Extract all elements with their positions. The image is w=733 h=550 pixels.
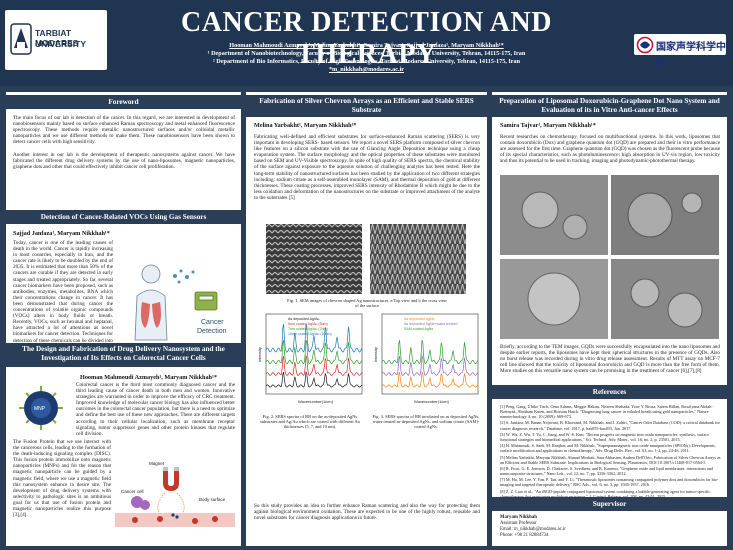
tem-images-figure [500,175,719,340]
figure-label-detection: Detection [197,328,227,335]
blood-vessel [115,513,235,527]
foreword-heading: Foreword [6,95,241,109]
poster-header: TARBIAT MODARES UNIVERSITY CANCER DETECT… [0,0,733,86]
references-list: [1] Peng, Gang, Ulrike Tisch, Orna Adams… [500,404,721,500]
y-axis-label: Intensity [373,347,378,362]
reference-item: [3] W. Wu, Z. Wu, T. Yu, C. Jiang, and W… [500,431,710,442]
drug-paragraph-1: Colorectal cancer is the third most comm… [76,382,235,437]
supervisor-name: Maryam Nikkhah [500,515,537,520]
author-block: Hooman Mahmoudi Azmayeh¹, Melina Yarbakh… [140,42,593,74]
university-logo: TARBIAT MODARES UNIVERSITY [5,10,107,70]
breath-molecules [173,269,195,284]
gas-sensor-device [194,291,218,311]
field-lines [157,492,185,514]
affiliation-1: ¹ Department of Nanobiotechnology, Facul… [207,50,526,57]
reference-item: [1] Peng, Gang, Ulrike Tisch, Orna Adams… [500,404,713,420]
foreword-paragraph-1: The main focus of our lab is detection o… [13,115,235,146]
logo-text-line2: UNIVERSITY [35,39,87,49]
sers-chart-fig3: As deposited AgNs As deposited AgNs+water… [370,310,482,410]
reference-item: [4] H. Mahmoudi, S. Saeb, M. Ranjbar, an… [500,443,716,454]
affiliation-2: ² Department of Bio Informatics, Faculty… [212,58,521,65]
x-axis-label: Wavenumber(1/cm) [298,399,334,404]
magnetic-targeting-figure: Magnet Cancer cell Body surface [115,457,235,537]
mnp-figure: MNP [13,382,73,434]
partner-logo-text: 国家声学科学中心 [656,42,726,68]
liposome-authors: Samira Tajvar¹, Maryam Nikkhah¹* [500,122,596,129]
legend-entry: SAM coated AgNs [404,327,433,331]
spectrum-series-2 [265,339,363,365]
contact-email: *m_nikkhah@modares.ac.ir [328,66,405,73]
magnet-label: Magnet [149,461,165,466]
magnet-icon [163,467,179,491]
university-emblem-icon [10,23,32,55]
column-right: Preparation of Liposomal Doxorubicin-Gra… [492,92,727,546]
supervisor-email[interactable]: Email: m_nikkhah@modares.ac.ir [500,527,566,532]
vocs-authors: Sajjad Janfaza¹, Maryam Nikkhah¹* [13,230,110,237]
figure-label-cancer: Cancer [201,319,224,326]
cancer-cell-cluster [131,496,150,510]
spectrum-series-0 [381,371,479,388]
legend-entry: 5nm coated Ag/Au (5nm) [288,322,328,326]
liposome-paragraph-1: Recent researches on chemotherapy, focus… [500,134,720,165]
sers-paragraph-2: So this study provides an idea to furthe… [254,503,480,522]
legend-entry: As deposited AgNs+water treated [404,322,457,326]
lungs-shape [141,302,161,328]
liposome-paragraph-2: Briefly, according to the TEM images, GQ… [500,344,720,375]
vocs-figure: Cancer Detection [117,262,235,342]
body-surface-label: Body surface [199,497,226,502]
supervisor-heading: Supervisor [492,497,727,511]
x-axis-label: Wavenumber(1/cm) [414,399,450,404]
drug-body-text: The Fusion Protein that we use interact … [13,439,111,519]
spectrum-series-3 [265,323,363,353]
foreword-paragraph-2: Another interest in our lab is the devel… [13,152,235,171]
reference-item: [6] R. Frost, G. E. Jonsson, D. Chakarov… [500,465,714,477]
y-axis-label: Intensity [257,347,262,362]
author-list: Hooman Mahmoudi Azmayeh¹, Melina Yarbakh… [229,42,504,49]
sers-authors: Melina Yarbakht¹, Maryam Nikkhah¹* [254,122,357,129]
references-heading: References [492,385,727,399]
mnp-particle: MNP [19,386,63,430]
logo-text-line1: TARBIAT MODARES [35,28,79,48]
vocs-heading: Detection of Cancer-Related VOCs Using G… [6,210,241,224]
mnp-label: MNP [34,406,46,412]
column-middle: Fabrication of Silver Chevron Arrays as … [246,92,487,546]
supervisor-phone: Phone: +98 21 82884734 [500,533,549,538]
drug-authors: Hooman Mahmoudi Azmayeh¹, Maryam Nikkhah… [80,374,217,381]
sers-chart-fig2: As deposited Ag/Au 5nm coated Ag/Au (5nm)… [254,310,366,410]
sers-heading: Fabrication of Silver Chevron Arrays as … [246,95,487,117]
reference-item: [7] M. Hu, M. Lee, Y. Yan, P. Tan, and Y… [500,477,719,488]
fig3-caption: Fig. 3. SERS spectra of RB incubated on … [372,414,480,430]
partner-logo: 国家声学科学中心 [634,34,726,68]
legend-entry: 10nm coated Ag/Au (10nm) [288,332,332,336]
supervisor-position: Assistant Professor [500,521,537,526]
fig2-caption: Fig. 2. SERS spectra of RB on the as-dep… [260,414,360,430]
supervisor-info: Maryam Nikkhah Assistant Professor Email… [500,515,566,539]
sers-paragraph-1: Fabricating well-defined and efficient s… [254,134,480,201]
fig1-caption: Fig. 1. SEM images of chevron shaped Ag … [287,298,447,309]
acoustics-logo-icon [636,36,654,54]
liposome-heading: Preparation of Liposomal Doxorubicin-Gra… [492,95,727,117]
spectrum-series-2 [381,339,479,365]
legend-entry: 7nm coated Ag/Au (7nm) [288,327,328,331]
sem-image-top-view [266,224,362,294]
drug-paragraph-2: The Fusion Protein that we use interact … [13,439,235,544]
reference-item: [5] Melina Yarbakht, Maryam Nikkhah, Ahm… [500,454,721,465]
poster-title: CANCER DETECTION AND THERAPY [181,7,552,70]
drug-heading: The Design and Fabrication of Drug Deliv… [6,343,241,367]
column-left: Foreword The main focus of our lab is de… [6,92,241,546]
reference-item: [8] Z. Z. Liao et al., "An iRGD-peptide … [500,488,711,499]
legend-entry: As deposited AgNs [404,317,435,321]
reference-item: [2] S. Janfaza, M. Banan Nojavani, B. Kh… [500,420,720,431]
cancer-cell-label: Cancer cell [121,489,144,494]
spectrum-series-1 [381,354,479,376]
sem-image-cross-view [370,224,466,294]
spectrum-series-0 [265,371,363,388]
legend-entry: As deposited Ag/Au [288,317,319,321]
spectrum-series-1 [265,354,363,376]
